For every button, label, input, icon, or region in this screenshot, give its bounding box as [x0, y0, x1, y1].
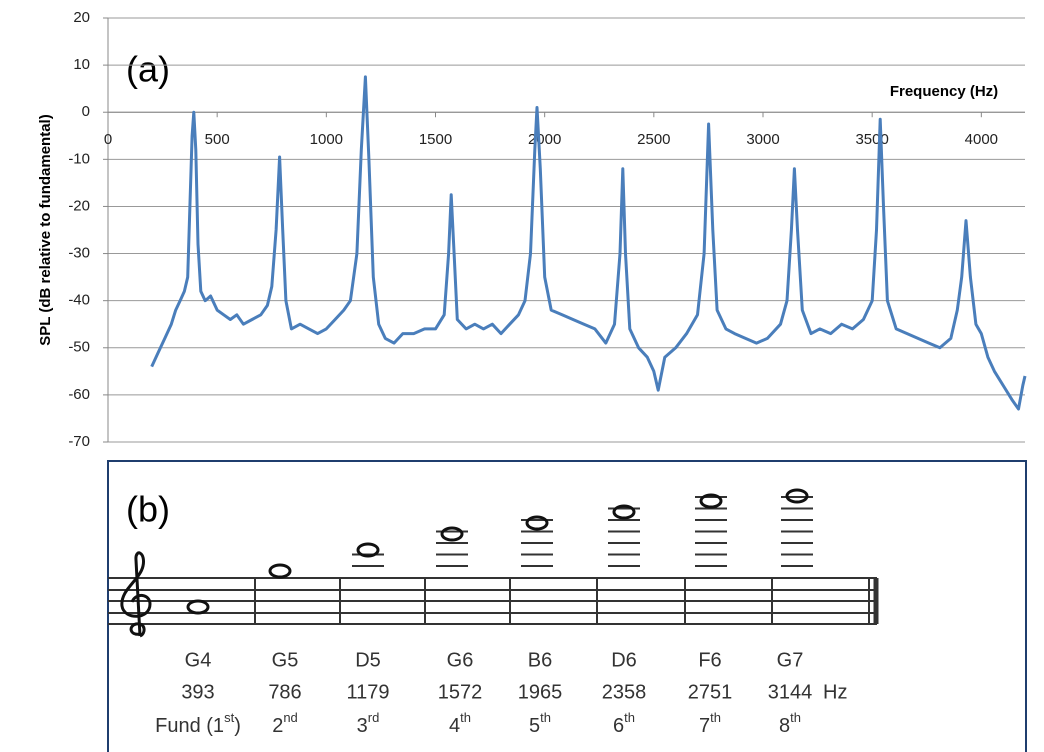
harmonic-suffix: th [540, 710, 551, 725]
harmonic-number: 5 [529, 715, 540, 737]
harmonic-suffix: st [224, 710, 235, 725]
y-tick-label: -50 [68, 339, 90, 356]
note-frequency: 786 [268, 681, 301, 703]
harmonic-label: 7th [699, 710, 721, 737]
whole-note [525, 515, 549, 531]
x-tick-label: 0 [104, 131, 112, 148]
spectrum-line [150, 75, 1027, 411]
y-tick-label: 0 [82, 103, 90, 120]
x-tick-label: 1000 [310, 131, 343, 148]
y-axis-title: SPL (dB relative to fundamental) [37, 114, 54, 345]
note-name: G7 [777, 649, 804, 671]
frequency-unit: Hz [823, 681, 847, 703]
x-axis-title: Frequency (Hz) [890, 83, 998, 100]
note-frequency: 3144 [768, 681, 813, 703]
harmonic-label: 8th [779, 710, 801, 737]
harmonic-label: 5th [529, 710, 551, 737]
y-tick-label: -20 [68, 197, 90, 214]
note-frequency: 1572 [438, 681, 483, 703]
note-frequency: 1965 [518, 681, 563, 703]
harmonic-label: 2nd [272, 710, 298, 737]
note-name: B6 [528, 649, 552, 671]
note-name: G4 [185, 649, 212, 671]
x-tick-label: 3000 [746, 131, 779, 148]
harmonic-number: 8 [779, 715, 790, 737]
x-tick-label: 1500 [419, 131, 452, 148]
whole-note [186, 599, 210, 615]
x-tick-label: 2500 [637, 131, 670, 148]
harmonic-number: 3 [357, 715, 368, 737]
note-name: D6 [611, 649, 637, 671]
y-tick-label: -10 [68, 150, 90, 167]
x-tick-label: 2000 [528, 131, 561, 148]
harmonic-close: ) [234, 715, 241, 737]
note-name: G5 [272, 649, 299, 671]
harmonic-number: 6 [613, 715, 624, 737]
harmonic-suffix: th [790, 710, 801, 725]
y-tick-label: 20 [73, 9, 90, 26]
y-tick-label: -40 [68, 292, 90, 309]
whole-note [440, 526, 464, 542]
note-frequency: 2751 [688, 681, 733, 703]
panel-label: (b) [126, 489, 170, 530]
whole-note [785, 488, 809, 504]
harmonic-suffix: nd [283, 710, 297, 725]
harmonic-label: 3rd [357, 710, 380, 737]
y-tick-label: -70 [68, 433, 90, 450]
note-name: F6 [698, 649, 721, 671]
harmonic-number: 7 [699, 715, 710, 737]
x-tick-label: 500 [205, 131, 230, 148]
harmonic-suffix: th [624, 710, 635, 725]
y-tick-label: -30 [68, 245, 90, 262]
x-tick-label: 3500 [855, 131, 888, 148]
harmonic-label: 6th [613, 710, 635, 737]
y-tick-label: 10 [73, 56, 90, 73]
whole-note [356, 542, 380, 558]
x-tick-label: 4000 [965, 131, 998, 148]
harmonic-label: 4th [449, 710, 471, 737]
note-frequency: 2358 [602, 681, 647, 703]
panel-b-frame [107, 460, 1027, 752]
harmonic-suffix: rd [368, 710, 380, 725]
harmonic-number: 4 [449, 715, 460, 737]
note-frequency: 1179 [346, 681, 389, 703]
harmonic-number: Fund (1 [155, 715, 224, 737]
whole-note [268, 563, 292, 579]
treble-clef [120, 551, 152, 638]
whole-note [612, 504, 636, 520]
note-frequency: 393 [181, 681, 214, 703]
harmonic-number: 2 [272, 715, 283, 737]
note-name: D5 [355, 649, 381, 671]
harmonic-suffix: th [460, 710, 471, 725]
y-tick-label: -60 [68, 386, 90, 403]
harmonic-suffix: th [710, 710, 721, 725]
harmonic-label: Fund (1st) [155, 710, 241, 737]
note-name: G6 [447, 649, 474, 671]
panel-label: (a) [126, 49, 170, 90]
whole-note [699, 493, 723, 509]
staff [108, 577, 879, 625]
